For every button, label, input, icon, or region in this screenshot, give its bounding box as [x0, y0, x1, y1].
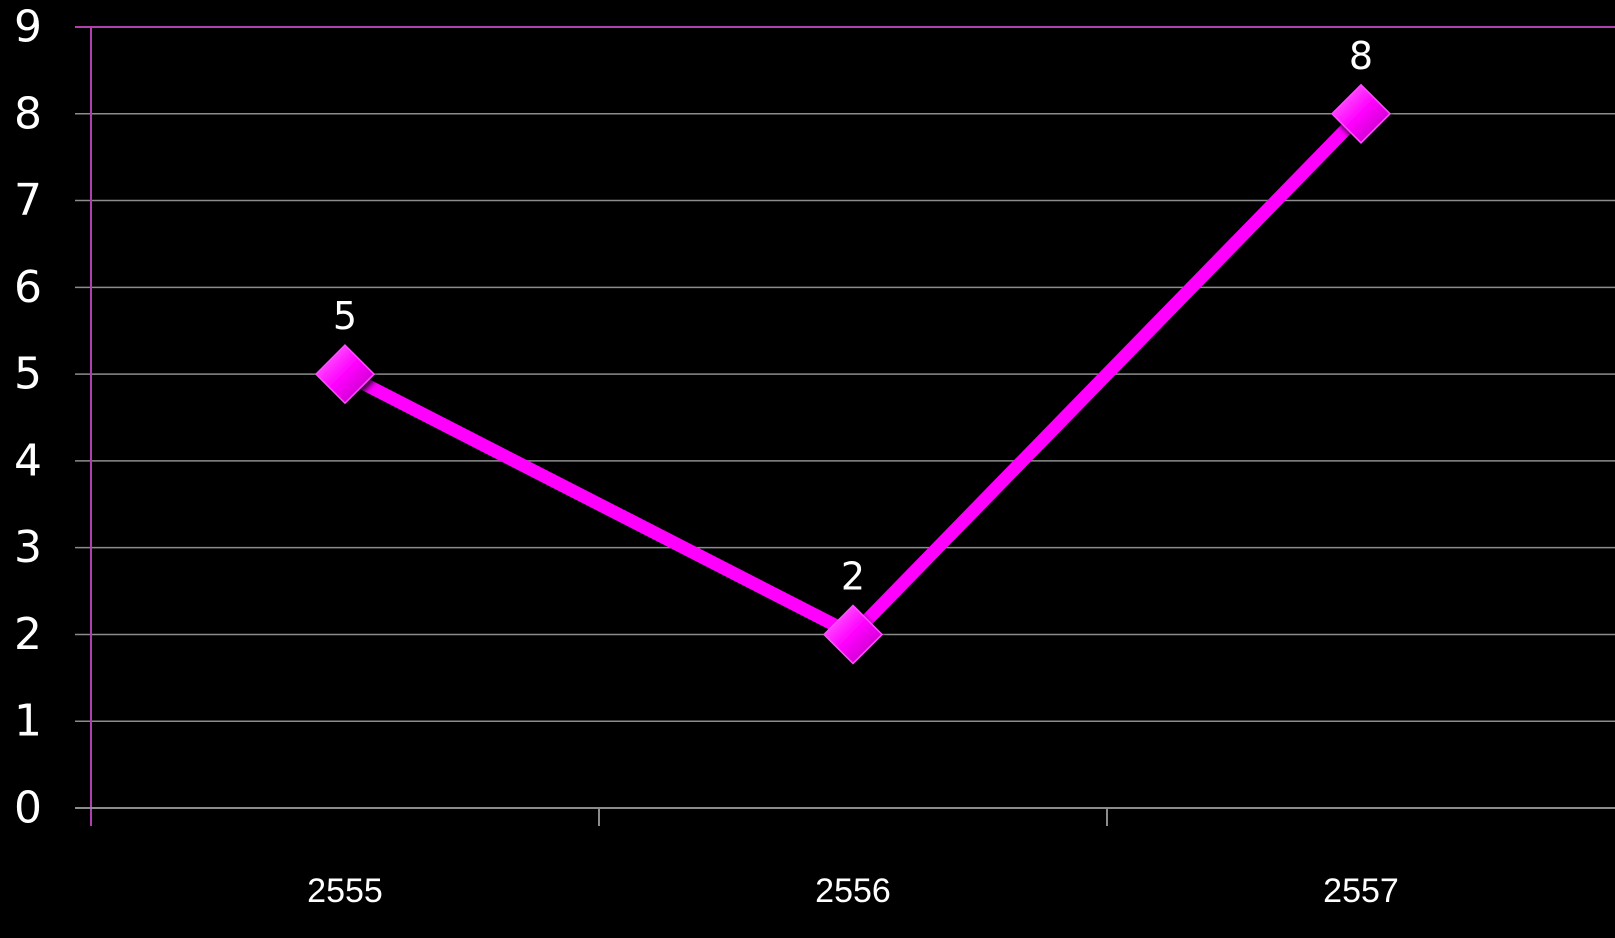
- y-tick-label: 4: [14, 435, 42, 486]
- data-point-marker: [1330, 83, 1392, 144]
- x-tick-label: 2556: [815, 872, 891, 910]
- y-tick-label: 6: [14, 262, 42, 313]
- x-tick-label: 2557: [1323, 872, 1399, 910]
- series-markers: [314, 83, 1392, 665]
- y-tick-label: 9: [14, 2, 42, 53]
- y-tick-label: 7: [14, 175, 42, 226]
- y-tick-label: 3: [14, 522, 42, 573]
- y-tick-label: 1: [14, 696, 42, 747]
- y-tick-label: 5: [14, 349, 42, 400]
- y-tick-label: 8: [14, 88, 42, 139]
- y-tick-label: 0: [14, 783, 42, 834]
- x-tick-label: 2555: [307, 872, 383, 910]
- data-label: 8: [1349, 34, 1373, 78]
- y-tick-label: 2: [14, 609, 42, 660]
- x-axis-tick-labels: 2555 2556 2557: [307, 872, 1399, 910]
- data-label: 5: [333, 294, 357, 338]
- data-point-marker: [314, 344, 376, 405]
- data-labels: 5 2 8: [333, 34, 1373, 599]
- axes: [75, 27, 1615, 826]
- gridlines: [75, 26, 1615, 722]
- data-label: 2: [841, 554, 865, 598]
- data-point-marker: [822, 604, 884, 665]
- y-axis-tick-labels: 0 1 2 3 4 5 6 7 8 9: [14, 2, 42, 834]
